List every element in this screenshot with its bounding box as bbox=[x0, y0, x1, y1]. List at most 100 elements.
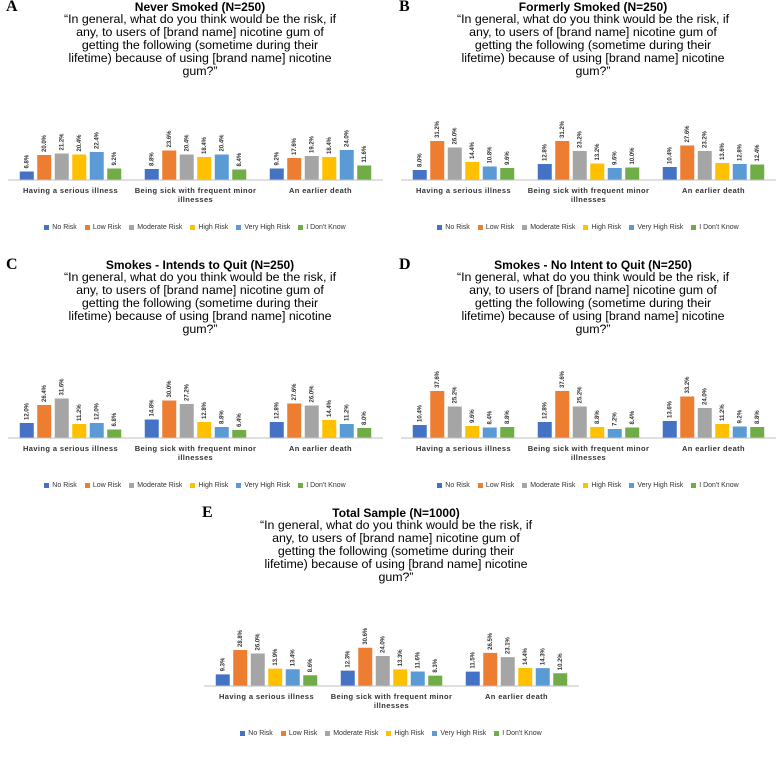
bar bbox=[72, 154, 87, 180]
legend-item: Very High Risk bbox=[432, 730, 486, 737]
legend-label: Low Risk bbox=[92, 482, 122, 489]
legend-label: Very High Risk bbox=[244, 482, 291, 489]
legend-item: High Risk bbox=[386, 730, 424, 737]
bar bbox=[750, 427, 765, 438]
value-label: 20.4% bbox=[184, 134, 190, 152]
legend-label: No Risk bbox=[52, 482, 77, 489]
chart-title: Formerly Smoked (N=250) bbox=[518, 0, 668, 14]
legend-swatch bbox=[44, 224, 50, 230]
value-label: 13.2% bbox=[595, 143, 601, 161]
chart-panel: B Formerly Smoked (N=250) “In general, wha… bbox=[393, 0, 783, 250]
value-label: 26.0% bbox=[452, 127, 458, 145]
legend-item: Very High Risk bbox=[629, 482, 683, 489]
category-label: Having a serious illness bbox=[22, 186, 119, 195]
chart-title: Never Smoked (N=250) bbox=[134, 0, 266, 14]
bar bbox=[465, 671, 480, 686]
value-label: 11.6% bbox=[362, 145, 368, 162]
bar bbox=[412, 170, 427, 180]
legend-item: Moderate Risk bbox=[522, 482, 575, 489]
legend-label: Low Risk bbox=[288, 730, 318, 737]
category-label: Having a serious illness bbox=[22, 444, 119, 453]
value-label: 14.8% bbox=[149, 399, 155, 417]
value-label: 9.2% bbox=[274, 151, 280, 165]
legend-item: I Don't Know bbox=[298, 482, 346, 489]
category-label: Being sick with frequent minor illnesses bbox=[134, 186, 257, 204]
bar bbox=[269, 168, 284, 180]
value-label: 11.2% bbox=[720, 404, 726, 421]
bar bbox=[304, 405, 319, 438]
chart-subtitle: “In general, what do you think would be … bbox=[63, 12, 337, 78]
bar bbox=[54, 153, 69, 180]
legend-item: I Don't Know bbox=[298, 224, 346, 231]
value-label: 23.2% bbox=[702, 130, 708, 148]
legend-item: Low Risk bbox=[280, 730, 318, 737]
bar bbox=[339, 150, 354, 180]
bar bbox=[393, 669, 408, 686]
value-label: 12.4% bbox=[755, 144, 761, 162]
value-label: 31.2% bbox=[435, 120, 441, 138]
bar bbox=[37, 405, 52, 438]
value-label: 9.2% bbox=[737, 409, 743, 423]
legend-item: I Don't Know bbox=[691, 224, 739, 231]
value-label: 25.2% bbox=[577, 386, 583, 404]
bar bbox=[662, 421, 677, 438]
legend-item: High Risk bbox=[190, 482, 228, 489]
value-label: 24.0% bbox=[380, 635, 386, 653]
legend-item: Very High Risk bbox=[236, 224, 290, 231]
bar bbox=[697, 408, 712, 438]
legend-swatch bbox=[522, 482, 528, 488]
bar bbox=[232, 169, 247, 180]
bar bbox=[214, 154, 229, 180]
bar bbox=[430, 391, 445, 438]
legend-label: I Don't Know bbox=[306, 224, 346, 231]
legend-label: I Don't Know bbox=[306, 482, 346, 489]
legend-label: Low Risk bbox=[92, 224, 122, 231]
bar bbox=[555, 141, 570, 180]
value-label: 22.4% bbox=[94, 131, 100, 149]
category-label: Having a serious illness bbox=[415, 186, 512, 195]
legend-swatch bbox=[236, 224, 242, 230]
legend-item: No Risk bbox=[240, 730, 273, 737]
legend-swatch bbox=[477, 482, 483, 488]
bar bbox=[162, 150, 177, 180]
legend-label: Moderate Risk bbox=[137, 224, 183, 231]
legend-swatch bbox=[84, 482, 90, 488]
bar bbox=[537, 164, 552, 180]
legend-swatch bbox=[325, 730, 331, 736]
legend-swatch bbox=[437, 224, 443, 230]
legend-swatch bbox=[629, 482, 635, 488]
legend-swatch bbox=[129, 482, 135, 488]
value-label: 13.4% bbox=[290, 649, 296, 667]
bar bbox=[732, 426, 747, 438]
bar bbox=[89, 152, 104, 180]
bar bbox=[268, 668, 283, 686]
value-label: 8.8% bbox=[595, 410, 601, 424]
bar bbox=[197, 157, 212, 180]
value-label: 26.0% bbox=[255, 633, 261, 651]
legend-label: High Risk bbox=[591, 224, 622, 231]
value-label: 8.8% bbox=[505, 410, 511, 424]
value-label: 26.4% bbox=[42, 384, 48, 402]
legend-item: No Risk bbox=[437, 482, 470, 489]
bar bbox=[607, 168, 622, 180]
value-label: 8.8% bbox=[219, 410, 225, 424]
value-label: 8.4% bbox=[237, 152, 243, 166]
legend-label: I Don't Know bbox=[502, 730, 542, 737]
bar bbox=[680, 145, 695, 180]
legend-swatch bbox=[494, 730, 500, 736]
chart-panel: E Total Sample (N=1000) “In general, what … bbox=[196, 504, 586, 756]
bar bbox=[500, 168, 515, 180]
bar bbox=[162, 400, 177, 438]
category-label: Being sick with frequent minor illnesses bbox=[527, 186, 650, 204]
bar bbox=[553, 673, 568, 686]
legend-swatch bbox=[236, 482, 242, 488]
legend-label: No Risk bbox=[445, 224, 470, 231]
legend-item: No Risk bbox=[44, 224, 77, 231]
plot: 6.8% 20.0% 21.2% 20.4% 22.4% 9.2% 8.8% 23.6% 20.… bbox=[8, 129, 383, 181]
value-label: 9.6% bbox=[505, 151, 511, 165]
plot: 12.0% 26.4% 31.6% 11.2% 12.0% 6.8% 14.8% 30.0% 2… bbox=[8, 378, 383, 439]
legend-label: Low Risk bbox=[485, 482, 515, 489]
bar bbox=[357, 165, 372, 180]
bar bbox=[250, 653, 265, 686]
